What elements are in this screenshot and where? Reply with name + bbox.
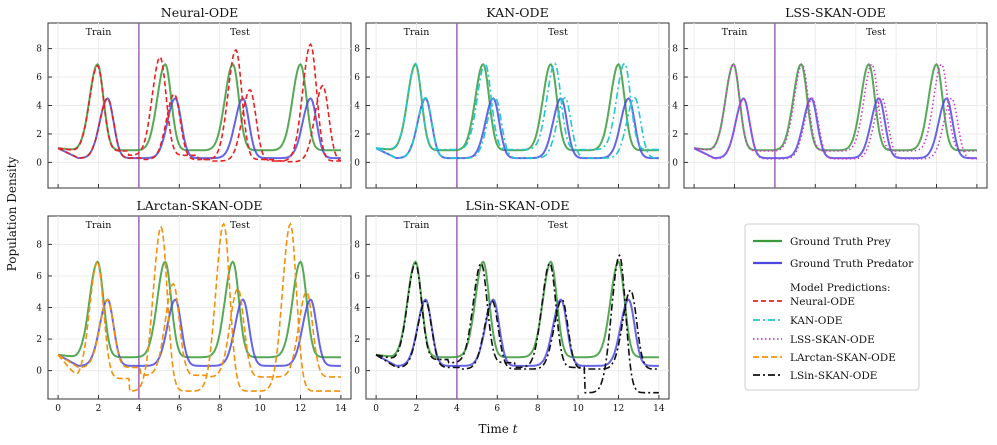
- test-label: Test: [548, 27, 568, 38]
- y-tick-label: 6: [36, 73, 42, 83]
- x-tick-label: 8: [535, 404, 541, 414]
- test-label: Test: [230, 27, 250, 38]
- panel-2: 0 2 4 6 8 LSS-SKAN-ODE Train Test: [672, 5, 988, 189]
- x-tick-label: 0: [373, 404, 379, 414]
- panel-title: LSS-SKAN-ODE: [785, 5, 886, 20]
- y-tick-label: 6: [354, 73, 360, 83]
- train-label: Train: [722, 27, 748, 38]
- legend-label-gt-prey: Ground Truth Prey: [790, 236, 891, 248]
- test-label: Test: [230, 220, 250, 231]
- y-tick-label: 4: [36, 304, 42, 314]
- y-tick-label: 6: [36, 272, 42, 282]
- x-tick-label: 2: [414, 404, 420, 414]
- series-model-prey: [375, 253, 659, 394]
- legend-frame: [744, 223, 920, 391]
- train-label: Train: [86, 27, 112, 38]
- x-tick-label: 14: [335, 404, 347, 414]
- panel-3: 0 2 4 6 8 10 12 14 0 2 4 6 8 LArctan-SKAN-ODE Train Tes…: [36, 198, 352, 414]
- series-model-predator: [57, 282, 341, 378]
- x-axis-label-main: Time: [479, 422, 509, 436]
- panel-0: 0 2 4 6 8 Neural-ODE Train Test: [36, 5, 352, 189]
- panel-title: LSin-SKAN-ODE: [465, 198, 569, 213]
- x-tick-label: 6: [176, 404, 182, 414]
- series-ground-truth-prey: [58, 260, 341, 359]
- x-tick-label: 0: [55, 404, 61, 414]
- panel-title: KAN-ODE: [486, 5, 548, 20]
- legend-label-gt-predator: Ground Truth Predator: [790, 258, 914, 270]
- x-tick-label: 14: [653, 404, 665, 414]
- y-axis-label: Population Density: [5, 156, 19, 271]
- x-axis-label-var: t: [513, 422, 518, 436]
- legend-label-larctan-skan-ode: LArctan-SKAN-ODE: [790, 352, 896, 364]
- y-tick-label: 0: [354, 367, 360, 377]
- x-tick-label: 10: [254, 404, 266, 414]
- series-model-prey: [376, 62, 659, 151]
- y-tick-label: 6: [672, 73, 678, 83]
- x-tick-label: 4: [454, 404, 460, 414]
- series-model-predator: [57, 84, 342, 163]
- y-tick-label: 4: [354, 102, 360, 112]
- y-tick-label: 0: [354, 158, 360, 168]
- series-ground-truth-predator: [57, 298, 341, 367]
- panel-1: 0 2 4 6 8 KAN-ODE Train Test: [354, 5, 670, 189]
- train-label: Train: [404, 27, 430, 38]
- x-tick-label: 12: [295, 404, 306, 414]
- y-tick-label: 8: [354, 45, 360, 55]
- x-tick-label: 4: [136, 404, 142, 414]
- y-tick-label: 4: [354, 304, 360, 314]
- y-tick-label: 2: [354, 335, 360, 345]
- y-tick-label: 8: [354, 240, 360, 250]
- series-ground-truth-predator: [375, 298, 659, 367]
- test-label: Test: [548, 220, 568, 231]
- y-tick-label: 0: [36, 367, 42, 377]
- y-tick-label: 2: [36, 335, 42, 345]
- train-label: Train: [404, 220, 430, 231]
- y-tick-label: 4: [36, 102, 42, 112]
- train-label: Train: [86, 220, 112, 231]
- x-tick-label: 2: [96, 404, 102, 414]
- legend-label-lsin-skan-ode: LSin-SKAN-ODE: [790, 370, 877, 382]
- series-model-prey: [57, 222, 341, 392]
- y-tick-label: 0: [672, 158, 678, 168]
- x-axis-label: Time t: [479, 422, 518, 436]
- y-tick-label: 8: [36, 240, 42, 250]
- y-tick-label: 8: [36, 45, 42, 55]
- panel-title: LArctan-SKAN-ODE: [136, 198, 262, 213]
- y-tick-label: 2: [36, 130, 42, 140]
- y-tick-label: 2: [672, 130, 678, 140]
- y-tick-label: 6: [354, 272, 360, 282]
- x-tick-label: 10: [572, 404, 584, 414]
- series-model-prey: [694, 63, 977, 152]
- series-model-predator: [693, 97, 977, 160]
- x-tick-label: 8: [217, 404, 223, 414]
- panel-title: Neural-ODE: [161, 5, 238, 20]
- test-label: Test: [866, 27, 886, 38]
- x-tick-label: 12: [613, 404, 624, 414]
- y-tick-label: 0: [36, 158, 42, 168]
- legend-label-lss-skan-ode: LSS-SKAN-ODE: [790, 334, 875, 346]
- y-tick-label: 2: [354, 130, 360, 140]
- legend-label-neural-ode: Neural-ODE: [790, 296, 855, 308]
- legend-model-header: Model Predictions:: [790, 282, 891, 294]
- y-tick-label: 8: [672, 45, 678, 55]
- series-model-predator: [375, 96, 659, 159]
- series-ground-truth-predator: [693, 97, 977, 160]
- series-model-predator: [375, 289, 659, 370]
- panel-4: 0 2 4 6 8 10 12 14 0 2 4 6 8 LSin-SKAN-ODE Train Test: [354, 198, 670, 414]
- x-tick-label: 6: [494, 404, 500, 414]
- legend: Ground Truth Prey Ground Truth Predator …: [744, 223, 920, 391]
- panels: 0 2 4 6 8 Neural-ODE Train Test 0 2 4 6 8 KAN-ODE Trai…: [36, 5, 988, 414]
- legend-label-kan-ode: KAN-ODE: [790, 315, 842, 327]
- y-tick-label: 4: [672, 102, 678, 112]
